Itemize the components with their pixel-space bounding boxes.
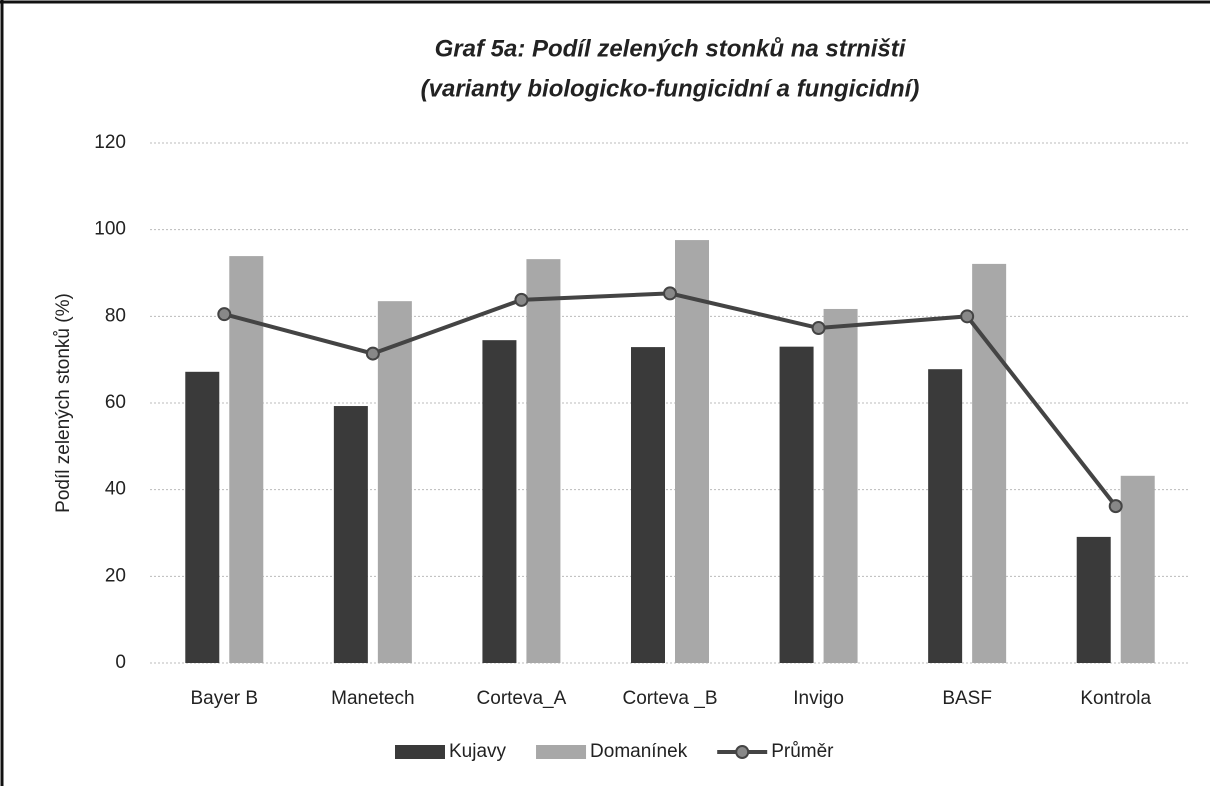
y-tick-label: 100 [94,219,126,240]
x-tick-label: Bayer B [190,688,258,709]
bar [779,346,814,663]
legend-label: Domanínek [590,741,688,762]
legend-label: Kujavy [449,741,507,762]
line-marker [960,309,975,324]
legend-swatch [735,745,750,759]
legend-label: Průměr [771,741,834,762]
x-tick-label: Invigo [793,688,844,709]
y-axis-label: Podíl zelených stonků (%) [53,293,74,513]
legend-swatch [395,745,445,759]
bar [1076,536,1111,663]
line-marker [811,321,826,336]
bar [333,406,368,663]
bar [482,340,517,663]
y-tick-label: 60 [105,392,126,413]
chart-title: Graf 5a: Podíl zelených stonků na strniš… [435,35,907,62]
y-tick-label: 120 [94,132,126,153]
x-tick-label: Corteva_A [477,688,567,709]
bar [972,263,1007,663]
bar [1120,475,1155,663]
line-marker [514,292,529,307]
chart-subtitle: (varianty biologicko-fungicidní a fungic… [421,75,920,102]
line-marker [217,307,232,322]
line-marker [1108,499,1123,514]
x-tick-label: Corteva _B [622,688,717,709]
y-tick-label: 80 [105,305,126,326]
line-marker [663,286,677,301]
x-tick-label: Kontrola [1080,688,1151,709]
bar [377,301,412,663]
x-tick-label: BASF [942,688,992,709]
bar [823,308,858,663]
legend-swatch [536,745,587,759]
y-tick-label: 0 [115,652,126,673]
bar [185,371,220,663]
bar [675,240,709,664]
x-tick-label: Manetech [331,688,414,709]
line-marker [365,346,380,361]
bar [631,347,665,663]
y-tick-label: 20 [105,565,126,586]
y-tick-label: 40 [105,479,126,500]
bar [526,259,561,663]
bar [928,369,963,663]
